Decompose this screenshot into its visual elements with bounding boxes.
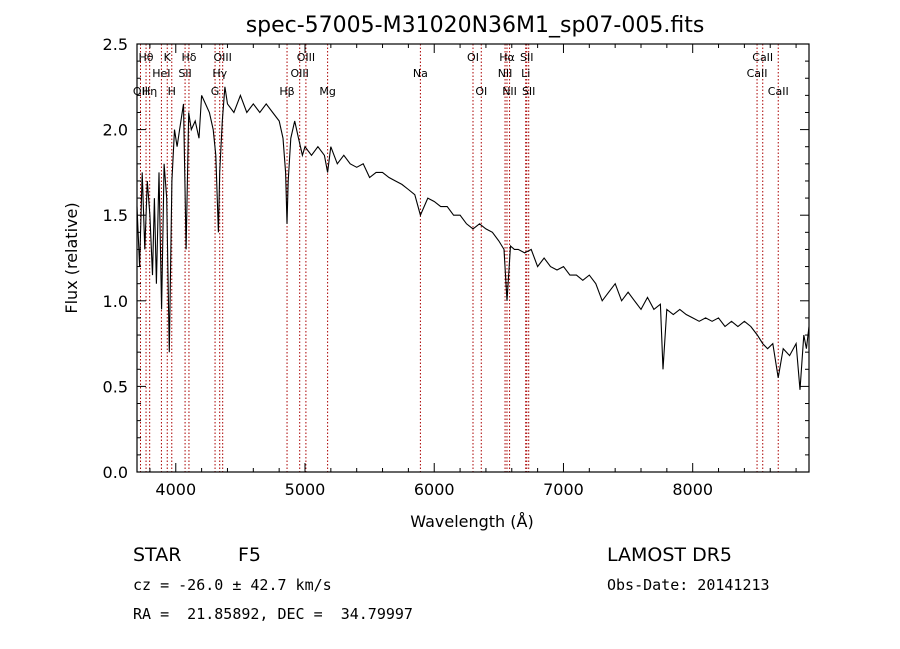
spectral-line-label: NII bbox=[502, 85, 517, 98]
redshift-velocity: cz = -26.0 ± 42.7 km/s bbox=[133, 576, 332, 594]
object-subclass: F5 bbox=[238, 544, 261, 566]
spectral-line-labels: OIIHθHηHeIKHSIIHδGHγOIIIHβOIIIOIIIMgNaOI… bbox=[133, 51, 789, 98]
spectral-line-label: Hδ bbox=[181, 51, 196, 64]
x-tick-label: 5000 bbox=[285, 480, 326, 499]
survey-name: LAMOST DR5 bbox=[607, 544, 732, 566]
spectral-line-label: Na bbox=[413, 67, 428, 80]
spectral-line-label: Mg bbox=[319, 85, 335, 98]
y-tick-label: 2.0 bbox=[103, 121, 128, 140]
spectral-line-label: G bbox=[211, 85, 220, 98]
spectral-line-label: Hθ bbox=[139, 51, 154, 64]
object-class: STAR bbox=[133, 544, 181, 566]
y-tick-label: 1.5 bbox=[103, 206, 128, 225]
y-tick-label: 0.0 bbox=[103, 463, 128, 482]
x-axis: 4000 5000 6000 7000 8000 bbox=[149, 44, 797, 499]
spectral-line-label: HeI bbox=[152, 67, 170, 80]
spectral-line-label: Hη bbox=[142, 85, 157, 98]
x-tick-label: 6000 bbox=[414, 480, 455, 499]
y-tick-label: 1.0 bbox=[103, 292, 128, 311]
spectral-line-label: Hα bbox=[499, 51, 515, 64]
spectral-line-markers bbox=[139, 44, 779, 472]
x-axis-title: Wavelength (Å) bbox=[410, 512, 533, 531]
spectral-line-label: CaII bbox=[747, 67, 768, 80]
spectral-line-label: OIII bbox=[291, 67, 309, 80]
spectral-line-label: OI bbox=[475, 85, 487, 98]
spectral-line-label: OI bbox=[467, 51, 479, 64]
spectral-line-label: OIII bbox=[297, 51, 315, 64]
y-tick-label: 2.5 bbox=[103, 35, 128, 54]
spectral-line-label: OIII bbox=[213, 51, 231, 64]
y-axis-title: Flux (relative) bbox=[62, 202, 81, 313]
observation-date: Obs-Date: 20141213 bbox=[607, 576, 770, 594]
chart-title: spec-57005-M31020N36M1_sp07-005.fits bbox=[246, 13, 705, 38]
spectral-line-label: Hγ bbox=[212, 67, 227, 80]
spectral-line-label: SII bbox=[522, 85, 535, 98]
spectral-line-label: SII bbox=[520, 51, 533, 64]
x-tick-label: 7000 bbox=[543, 480, 584, 499]
plot-frame bbox=[136, 43, 810, 473]
spectral-line-label: K bbox=[164, 51, 172, 64]
spectral-line-label: CaII bbox=[768, 85, 789, 98]
spectrum-series-line bbox=[136, 86, 810, 390]
x-tick-label: 4000 bbox=[155, 480, 196, 499]
spectral-line-label: Hβ bbox=[279, 85, 294, 98]
sky-coordinates: RA = 21.85892, DEC = 34.79997 bbox=[133, 605, 413, 623]
y-tick-label: 0.5 bbox=[103, 377, 128, 396]
spectral-line-label: CaII bbox=[752, 51, 773, 64]
spectral-line-label: Li bbox=[521, 67, 530, 80]
spectral-line-label: H bbox=[168, 85, 176, 98]
spectrum-info-block: STAR F5 LAMOST DR5 cz = -26.0 ± 42.7 km/… bbox=[133, 544, 770, 623]
spectral-line-label: SII bbox=[178, 67, 191, 80]
y-axis: 0.0 0.5 1.0 1.5 2.0 2.5 bbox=[103, 35, 809, 482]
spectral-line-label: NII bbox=[498, 67, 513, 80]
x-tick-label: 8000 bbox=[672, 480, 713, 499]
